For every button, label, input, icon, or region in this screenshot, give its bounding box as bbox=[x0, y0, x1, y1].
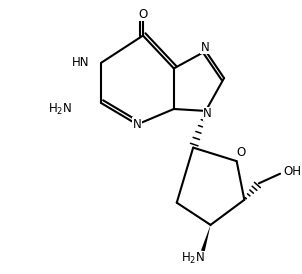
Text: OH: OH bbox=[283, 165, 301, 178]
Text: N: N bbox=[133, 118, 142, 131]
Text: O: O bbox=[237, 146, 246, 159]
Text: HN: HN bbox=[72, 56, 90, 69]
Text: N: N bbox=[203, 107, 212, 120]
Polygon shape bbox=[201, 225, 210, 252]
Text: N: N bbox=[201, 41, 209, 54]
Text: O: O bbox=[138, 8, 148, 21]
Text: H$_2$N: H$_2$N bbox=[48, 101, 72, 116]
Text: H$_2$N: H$_2$N bbox=[181, 251, 205, 266]
